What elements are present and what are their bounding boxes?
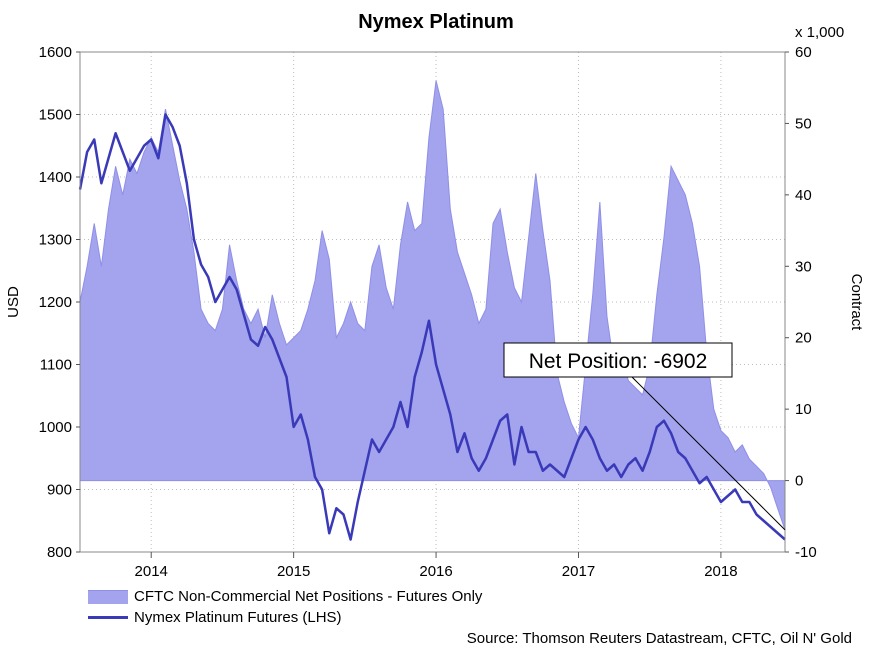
chart-title: Nymex Platinum — [358, 11, 514, 33]
y-tick-label: 1200 — [39, 294, 72, 311]
y-tick-label: 1000 — [39, 419, 72, 436]
net-position-area — [79, 80, 786, 531]
y2-tick-label: 40 — [795, 187, 812, 204]
legend-item-area: CFTC Non-Commercial Net Positions - Futu… — [88, 586, 482, 607]
legend-label-line: Nymex Platinum Futures (LHS) — [134, 609, 342, 626]
x-tick-label: 2016 — [419, 563, 452, 580]
legend-swatch-line — [88, 616, 128, 619]
y2-tick-label: -10 — [795, 544, 817, 561]
y2-tick-label: 30 — [795, 258, 812, 275]
annotation-box — [503, 342, 733, 378]
y-tick-label: 1300 — [39, 232, 72, 249]
y-tick-label: 1400 — [39, 169, 72, 186]
left-axis: 800 900 1000 1100 1200 1300 1400 1500 1600 — [39, 44, 80, 561]
y2-tick-label: 20 — [795, 330, 812, 347]
y-tick-label: 800 — [47, 544, 72, 561]
legend-item-line: Nymex Platinum Futures (LHS) — [88, 607, 482, 628]
annotation: Net Position: -6902 — [503, 342, 786, 531]
legend-label-area: CFTC Non-Commercial Net Positions - Futu… — [134, 588, 483, 605]
y-tick-label: 1600 — [39, 44, 72, 61]
y-tick-label: 900 — [47, 482, 72, 499]
annotation-arrow — [631, 376, 786, 531]
y-tick-label: 1500 — [39, 107, 72, 124]
platinum-price-line-layer — [78, 113, 786, 541]
legend: CFTC Non-Commercial Net Positions - Futu… — [88, 586, 482, 628]
x-tick-label: 2015 — [277, 563, 310, 580]
y2-tick-label: 0 — [795, 473, 803, 490]
net-position-area-layer — [79, 80, 786, 531]
annotation-text: Net Position: -6902 — [529, 350, 708, 373]
y2-tick-label: 60 — [795, 44, 812, 61]
source-note: Source: Thomson Reuters Datastream, CFTC… — [466, 630, 852, 647]
y-tick-label: 1100 — [40, 357, 72, 374]
legend-swatch-area — [88, 590, 128, 604]
platinum-price-line — [78, 113, 786, 541]
y-axis-label-left: USD — [5, 286, 22, 318]
x-tick-label: 2018 — [704, 563, 737, 580]
y2-unit-label: x 1,000 — [795, 24, 844, 41]
x-tick-label: 2014 — [135, 563, 168, 580]
y2-tick-label: 10 — [795, 401, 812, 418]
y2-tick-label: 50 — [795, 115, 812, 132]
y-axis-label-right: Contract — [848, 274, 865, 332]
x-axis: 2014 2015 2016 2017 2018 — [135, 552, 738, 580]
x-tick-label: 2017 — [562, 563, 595, 580]
right-axis: -10 0 10 20 30 40 50 60 — [785, 44, 817, 561]
